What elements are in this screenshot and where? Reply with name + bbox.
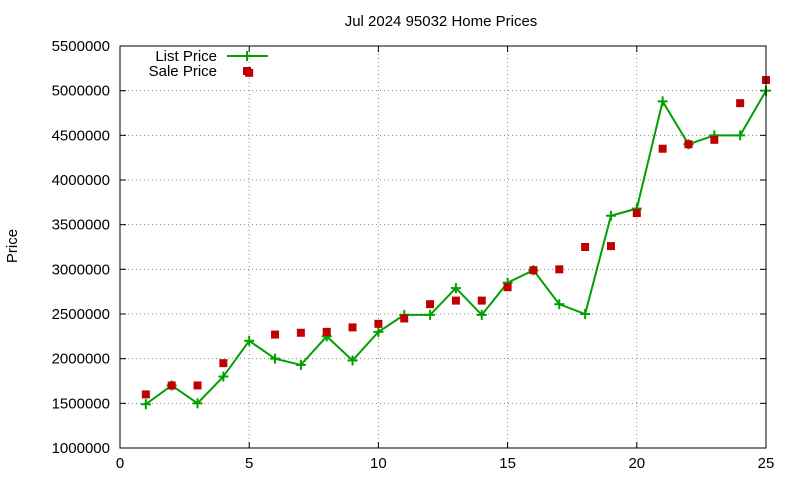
series-area	[140, 68, 771, 410]
list-price-point	[140, 399, 151, 410]
y-axis-label: Price	[4, 229, 21, 263]
y-tick-label: 1000000	[52, 440, 110, 457]
list-price-point	[244, 335, 255, 346]
x-tick-label: 25	[758, 455, 775, 472]
sale-price-point	[658, 144, 667, 153]
list-price-point	[735, 130, 746, 141]
sale-price-point	[555, 265, 564, 274]
sale-price-point	[426, 300, 435, 309]
y-tick-label: 1500000	[52, 395, 110, 412]
y-tick-label: 4000000	[52, 172, 110, 189]
list-price-point	[295, 359, 306, 370]
sale-price-point	[193, 381, 202, 390]
x-tick-label: 0	[116, 455, 124, 472]
list-price-point	[580, 309, 591, 319]
y-tick-label: 2500000	[52, 306, 110, 323]
grid-lines	[120, 46, 766, 448]
axis-ticks: 0 5 10 15 20 25 1000000 1500000 2000000 2500000 30…	[52, 38, 775, 472]
sale-price-point	[529, 266, 538, 275]
sale-price-point	[736, 99, 745, 108]
legend-swatch-sale-price	[243, 67, 251, 75]
list-price-point	[554, 299, 565, 310]
y-tick-label: 3500000	[52, 217, 110, 234]
list-price-point	[373, 326, 384, 337]
sale-price-point	[296, 328, 305, 337]
y-tick-label: 3000000	[52, 261, 110, 278]
list-price-point	[425, 309, 436, 320]
chart-title: Jul 2024 95032 Home Prices	[345, 13, 538, 30]
x-tick-label: 20	[628, 455, 645, 472]
sale-price-point	[581, 243, 590, 251]
legend-label-list-price: List Price	[155, 48, 217, 65]
legend: List Price Sale Price	[149, 48, 268, 80]
sale-price-point	[710, 135, 719, 144]
list-price-point	[605, 210, 616, 221]
y-tick-label: 5000000	[52, 83, 110, 100]
sale-price-point	[348, 323, 357, 332]
legend-sale-marker	[243, 67, 251, 75]
list-price-point	[347, 355, 358, 366]
sale-price-point	[219, 359, 228, 368]
legend-list-marker	[242, 51, 252, 61]
sale-price-point	[322, 327, 331, 336]
x-tick-label: 15	[499, 455, 516, 472]
y-tick-label: 2000000	[52, 351, 110, 368]
sale-price-point	[477, 296, 486, 305]
y-tick-label: 4500000	[52, 127, 110, 144]
sale-price-point	[374, 319, 383, 328]
legend-label-sale-price: Sale Price	[149, 63, 217, 80]
legend-swatch-list-price	[227, 51, 268, 61]
sale-price-point	[606, 242, 615, 251]
sale-price-point	[503, 283, 512, 292]
list-price-point	[218, 371, 229, 382]
sale-price-point	[167, 381, 176, 390]
list-price-point	[192, 398, 203, 409]
sale-price-point	[141, 390, 150, 399]
sale-price-point	[400, 314, 409, 323]
y-tick-label: 5500000	[52, 38, 110, 55]
x-tick-label: 5	[245, 455, 253, 472]
sale-price-point	[271, 330, 280, 339]
list-price-point	[450, 283, 461, 294]
list-price-point	[270, 353, 281, 364]
list-price-line	[145, 90, 767, 406]
x-tick-label: 10	[370, 455, 387, 472]
sale-price-point	[632, 209, 641, 218]
sale-price-point	[451, 296, 460, 305]
sale-price-point	[684, 140, 693, 149]
list-price-point	[476, 309, 487, 320]
plot-frame	[119, 45, 767, 449]
list-price-point	[657, 96, 668, 107]
